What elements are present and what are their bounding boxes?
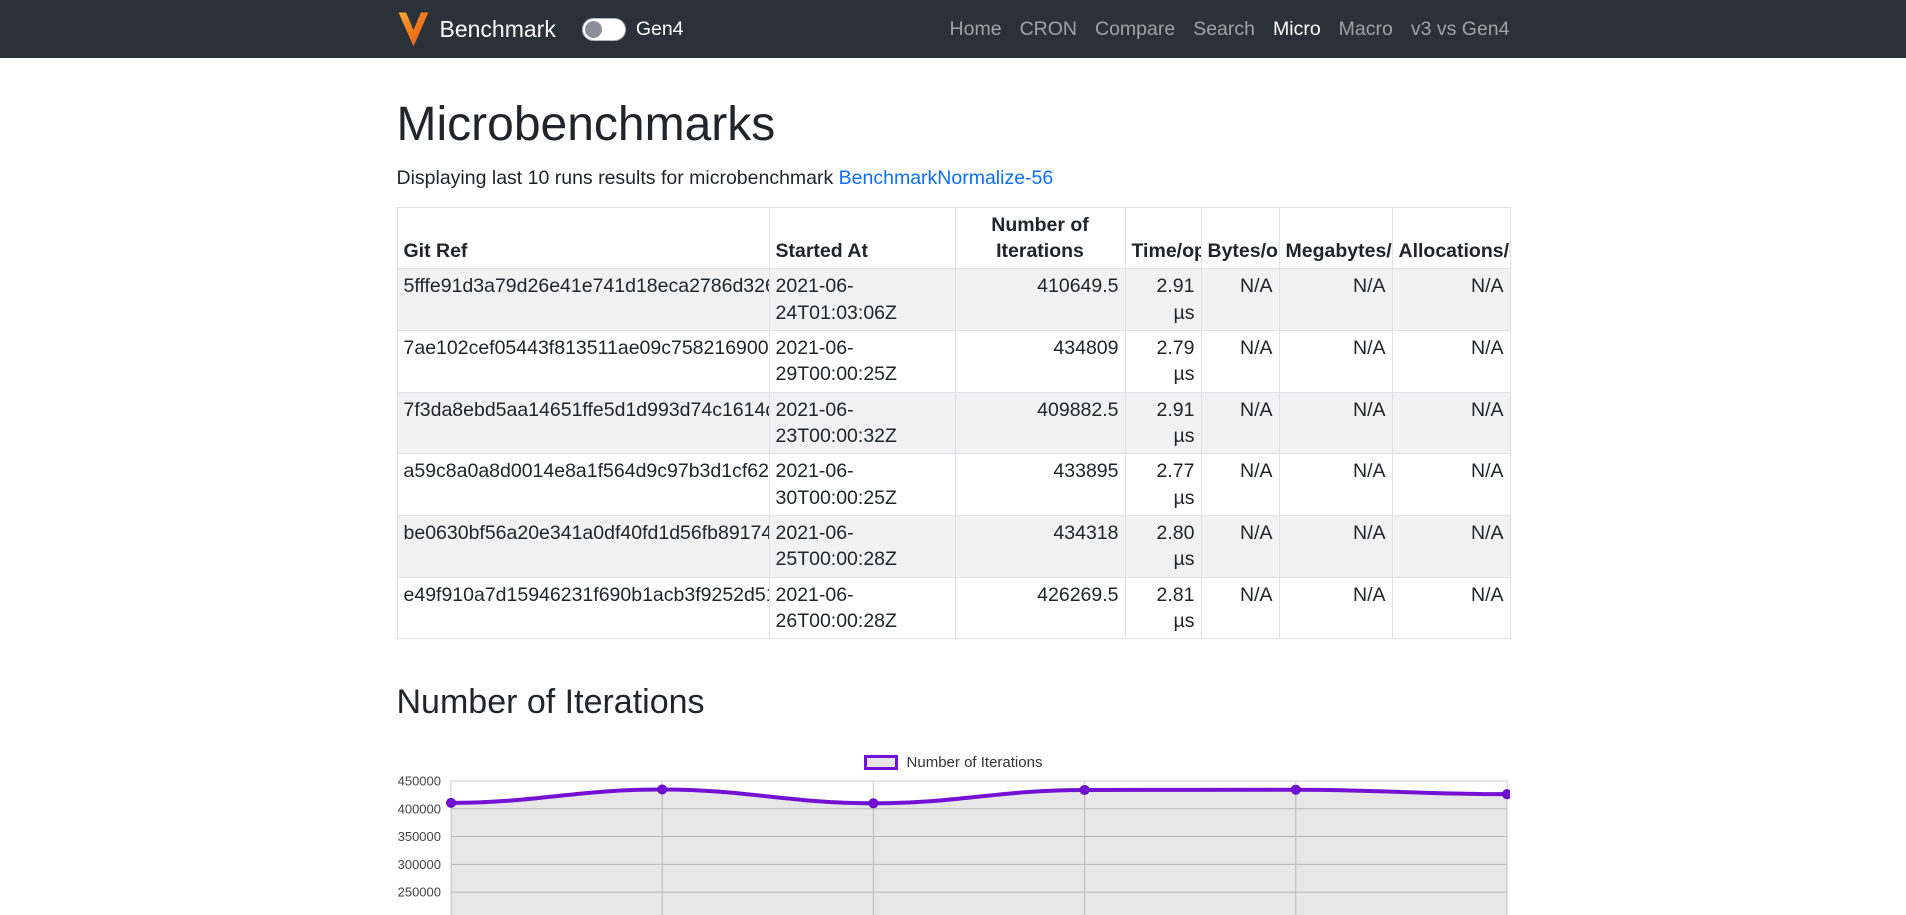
gen4-toggle[interactable] [582,18,626,41]
cell-bytes_op: N/A [1201,577,1279,639]
cell-time_op: 2.81 µs [1125,577,1201,639]
runs-table: Git RefStarted AtNumber of IterationsTim… [397,207,1511,639]
cell-allocs_op: N/A [1392,515,1510,577]
page-title: Microbenchmarks [397,96,1510,154]
cell-git_ref: a59c8a0a8d0014e8a1f564d9c97b3d1cf6255fad [397,454,769,516]
table-row: 5fffe91d3a79d26e41e741d18eca2786d3267cfb… [397,269,1510,331]
nav-link-compare[interactable]: Compare [1086,18,1184,41]
cell-iterations: 433895 [955,454,1125,516]
cell-iterations: 409882.5 [955,392,1125,454]
nav-link-micro[interactable]: Micro [1264,18,1330,41]
brand-title: Benchmark [440,16,556,43]
cell-bytes_op: N/A [1201,454,1279,516]
subtitle: Displaying last 10 runs results for micr… [397,164,1510,193]
y-tick-label: 350000 [397,829,440,844]
y-tick-label: 300000 [397,857,440,872]
brand-link[interactable]: Benchmark [397,11,556,48]
cell-megabytes_s: N/A [1279,392,1392,454]
table-row: e49f910a7d15946231f690b1acb3f9252d5159bb… [397,577,1510,639]
y-tick-label: 450000 [397,774,440,789]
cell-time_op: 2.80 µs [1125,515,1201,577]
iterations-chart: Number of Iterations 450000 400000 350000 3… [397,752,1510,915]
legend-label: Number of Iterations [907,754,1043,771]
column-header-bytes_op: Bytes/op [1201,207,1279,269]
nav-link-home[interactable]: Home [941,18,1011,41]
data-point[interactable] [1080,786,1089,795]
table-header-row: Git RefStarted AtNumber of IterationsTim… [397,207,1510,269]
cell-started_at: 2021-06-30T00:00:25Z [769,454,955,516]
toggle-label: Gen4 [636,18,684,41]
column-header-started_at: Started At [769,207,955,269]
chart-legend: Number of Iterations [397,752,1510,772]
cell-iterations: 410649.5 [955,269,1125,331]
cell-started_at: 2021-06-24T01:03:06Z [769,269,955,331]
cell-iterations: 426269.5 [955,577,1125,639]
cell-started_at: 2021-06-29T00:00:25Z [769,331,955,393]
cell-bytes_op: N/A [1201,392,1279,454]
legend-swatch-icon [864,755,898,770]
table-row: be0630bf56a20e341a0df40fd1d56fb89174f60b… [397,515,1510,577]
cell-megabytes_s: N/A [1279,454,1392,516]
cell-git_ref: 7ae102cef05443f813511ae09c7582169008a038 [397,331,769,393]
data-point[interactable] [446,799,455,808]
nav-link-v3-vs-gen4[interactable]: v3 vs Gen4 [1402,18,1510,41]
navbar: Benchmark Gen4 HomeCRONCompareSearchMicr… [0,0,1906,58]
y-tick-label: 400000 [397,801,440,816]
nav-link-cron[interactable]: CRON [1011,18,1086,41]
cell-allocs_op: N/A [1392,392,1510,454]
cell-started_at: 2021-06-26T00:00:28Z [769,577,955,639]
table-row: a59c8a0a8d0014e8a1f564d9c97b3d1cf6255fad… [397,454,1510,516]
data-point[interactable] [1291,785,1300,794]
cell-iterations: 434809 [955,331,1125,393]
cell-time_op: 2.79 µs [1125,331,1201,393]
table-row: 7f3da8ebd5aa14651ffe5d1d993d74c1614d85cb… [397,392,1510,454]
column-header-time_op: Time/op [1125,207,1201,269]
data-point[interactable] [657,785,666,794]
cell-git_ref: 5fffe91d3a79d26e41e741d18eca2786d3267cfb [397,269,769,331]
benchmark-link[interactable]: BenchmarkNormalize-56 [839,167,1054,189]
series-area [451,790,1507,915]
cell-megabytes_s: N/A [1279,577,1392,639]
chart-plot-area[interactable]: 4500004000003500003000002500002000001500… [397,774,1510,915]
toggle-knob [585,21,602,38]
cell-bytes_op: N/A [1201,515,1279,577]
subtitle-text: Displaying last 10 runs results for micr… [397,167,839,189]
nav-links: HomeCRONCompareSearchMicroMacrov3 vs Gen… [941,18,1510,41]
nav-link-search[interactable]: Search [1184,18,1264,41]
cell-started_at: 2021-06-23T00:00:32Z [769,392,955,454]
section-title: Number of Iterations [397,683,1510,722]
column-header-iterations: Number of Iterations [955,207,1125,269]
data-point[interactable] [1502,790,1510,799]
column-header-megabytes_s: Megabytes/s [1279,207,1392,269]
cell-git_ref: 7f3da8ebd5aa14651ffe5d1d993d74c1614d85cb [397,392,769,454]
cell-allocs_op: N/A [1392,269,1510,331]
cell-git_ref: e49f910a7d15946231f690b1acb3f9252d5159bb [397,577,769,639]
cell-allocs_op: N/A [1392,454,1510,516]
cell-time_op: 2.91 µs [1125,392,1201,454]
cell-bytes_op: N/A [1201,331,1279,393]
cell-megabytes_s: N/A [1279,515,1392,577]
cell-megabytes_s: N/A [1279,331,1392,393]
y-tick-label: 250000 [397,885,440,900]
nav-link-macro[interactable]: Macro [1330,18,1402,41]
data-point[interactable] [868,799,877,808]
vitess-logo-icon [397,11,430,48]
cell-time_op: 2.77 µs [1125,454,1201,516]
cell-time_op: 2.91 µs [1125,269,1201,331]
cell-started_at: 2021-06-25T00:00:28Z [769,515,955,577]
cell-allocs_op: N/A [1392,577,1510,639]
table-row: 7ae102cef05443f813511ae09c7582169008a038… [397,331,1510,393]
cell-bytes_op: N/A [1201,269,1279,331]
cell-git_ref: be0630bf56a20e341a0df40fd1d56fb89174f60b [397,515,769,577]
column-header-git_ref: Git Ref [397,207,769,269]
column-header-allocs_op: Allocations/op [1392,207,1510,269]
cell-megabytes_s: N/A [1279,269,1392,331]
cell-iterations: 434318 [955,515,1125,577]
cell-allocs_op: N/A [1392,331,1510,393]
